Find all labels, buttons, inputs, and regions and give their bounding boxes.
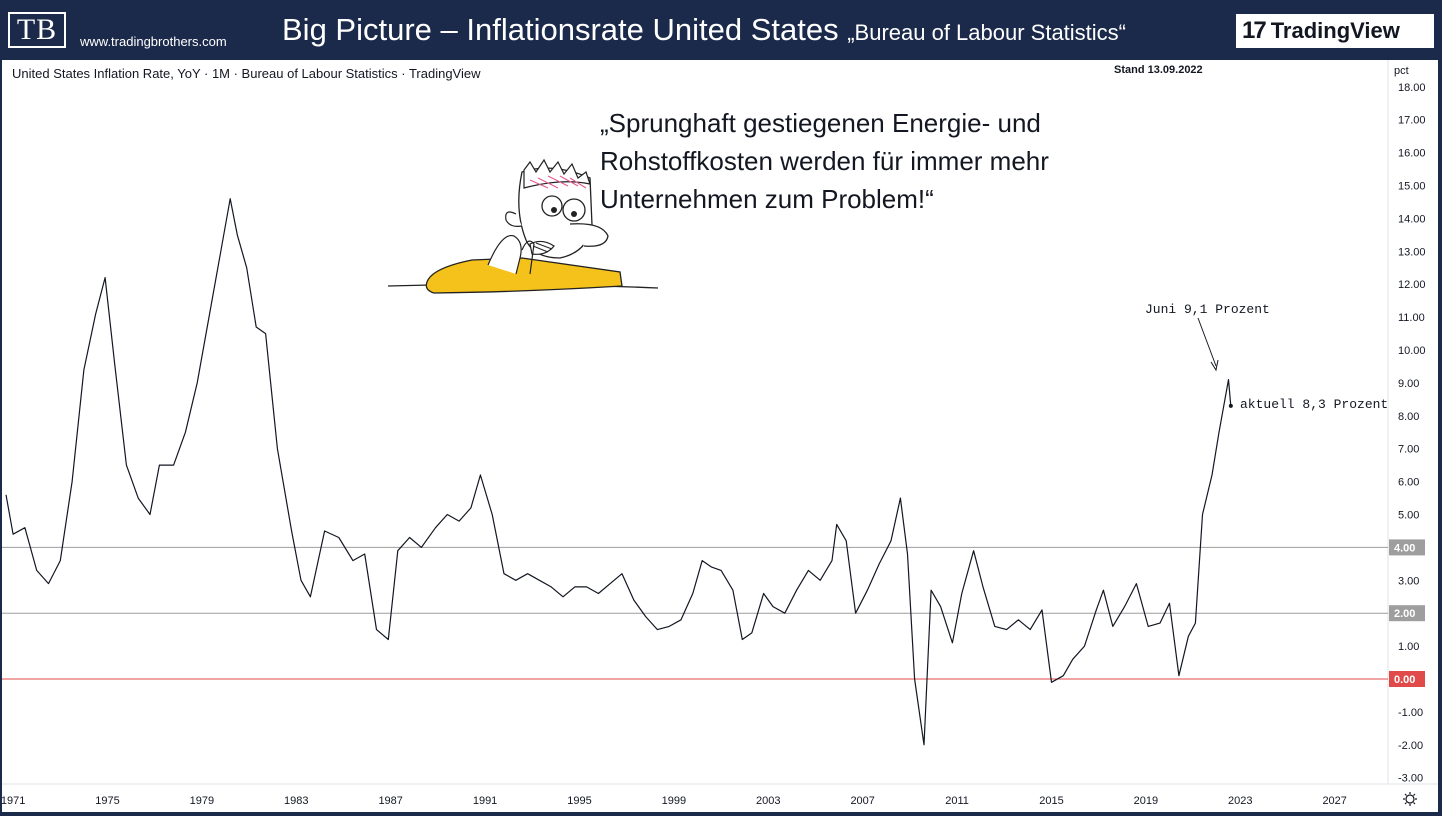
page-title: Big Picture – Inflationsrate United Stat…	[282, 12, 1126, 48]
x-tick-label: 2027	[1322, 795, 1346, 807]
inflation-series-line	[5, 198, 1232, 746]
price-scale[interactable]: -3.00 -2.00 -1.00 1.00 3.00 5.00 6.00 7.00 8.00 9…	[1389, 82, 1426, 785]
x-tick-label: 1995	[567, 795, 591, 807]
time-scale[interactable]: 1971 1975 1979 1983 1987 1991 1995 1999 2003 2007…	[2, 795, 1347, 807]
y-tick-label: 14.00	[1398, 213, 1426, 225]
y-tick-label: -1.00	[1398, 707, 1423, 719]
y-tick-label: -3.00	[1398, 773, 1423, 785]
x-tick-label: 2019	[1134, 795, 1158, 807]
y-tick-label: 6.00	[1398, 477, 1419, 489]
reference-lines	[2, 546, 1388, 680]
tradingview-logo: 17 TradingView	[1236, 14, 1434, 48]
x-tick-label: 1975	[95, 795, 119, 807]
y-tick-label: 12.00	[1398, 279, 1426, 291]
reference-level-label: 0.00	[1394, 674, 1415, 686]
date-stamp: Stand 13.09.2022	[1114, 64, 1203, 76]
reference-level-label: 2.00	[1394, 608, 1415, 620]
reference-level-badge	[1389, 539, 1425, 556]
x-tick-label: 1991	[473, 795, 497, 807]
x-tick-label: 2023	[1228, 795, 1252, 807]
worried-man-illustration	[387, 158, 659, 294]
header-bar: TB www.tradingbrothers.com Big Picture –…	[0, 0, 1442, 60]
y-tick-label: 7.00	[1398, 444, 1419, 456]
x-tick-label: 1983	[284, 795, 308, 807]
x-tick-label: 1987	[378, 795, 402, 807]
y-tick-label: 10.00	[1398, 345, 1426, 357]
june-arrow-line	[1197, 317, 1217, 367]
y-tick-label: 16.00	[1398, 148, 1426, 160]
chart-svg[interactable]: -3.00 -2.00 -1.00 1.00 3.00 5.00 6.00 7.00 8.00 9…	[2, 60, 1438, 812]
y-tick-label: 13.00	[1398, 246, 1426, 258]
y-tick-label: 8.00	[1398, 411, 1419, 423]
x-tick-label: 2007	[850, 795, 874, 807]
y-tick-label: -2.00	[1398, 740, 1423, 752]
current-annotation: aktuell 8,3 Prozent	[1240, 397, 1388, 412]
tradingbrothers-logo: TB	[8, 12, 66, 48]
page-title-main: Big Picture – Inflationsrate United Stat…	[282, 12, 839, 47]
current-value-dot	[1228, 403, 1233, 408]
y-tick-label: 11.00	[1398, 312, 1425, 324]
x-tick-label: 2015	[1039, 795, 1063, 807]
symbol-legend[interactable]: United States Inflation Rate, YoY · 1M ·…	[12, 66, 481, 81]
x-tick-label: 2011	[945, 795, 969, 807]
june-arrow-head-icon	[1210, 359, 1219, 372]
x-tick-label: 2003	[756, 795, 780, 807]
y-tick-label: 1.00	[1398, 641, 1419, 653]
y-tick-label: 15.00	[1398, 181, 1426, 193]
unit-label: pct	[1394, 65, 1409, 77]
y-tick-label: 18.00	[1398, 82, 1426, 94]
quote-text: „Sprunghaft gestiegenen Energie- und Roh…	[600, 108, 1049, 214]
y-tick-label: 17.00	[1398, 115, 1426, 127]
y-tick-label: 5.00	[1398, 510, 1419, 522]
june-annotation: Juni 9,1 Prozent	[1145, 302, 1270, 317]
tradingview-mark-icon: 17	[1242, 17, 1267, 44]
reference-level-badge	[1389, 671, 1425, 687]
site-url[interactable]: www.tradingbrothers.com	[80, 34, 227, 49]
reference-level-label: 4.00	[1394, 542, 1415, 554]
y-tick-label: 3.00	[1398, 575, 1419, 587]
chart-panel[interactable]: -3.00 -2.00 -1.00 1.00 3.00 5.00 6.00 7.00 8.00 9…	[2, 60, 1438, 812]
x-tick-label: 1971	[2, 795, 25, 807]
page-title-source: „Bureau of Labour Statistics“	[847, 20, 1127, 45]
tradingview-wordmark: TradingView	[1270, 18, 1400, 43]
x-tick-label: 1999	[662, 795, 686, 807]
settings-gear-icon[interactable]	[1403, 792, 1417, 806]
reference-level-badge	[1389, 605, 1425, 622]
y-tick-label: 9.00	[1398, 378, 1419, 390]
x-tick-label: 1979	[190, 795, 214, 807]
